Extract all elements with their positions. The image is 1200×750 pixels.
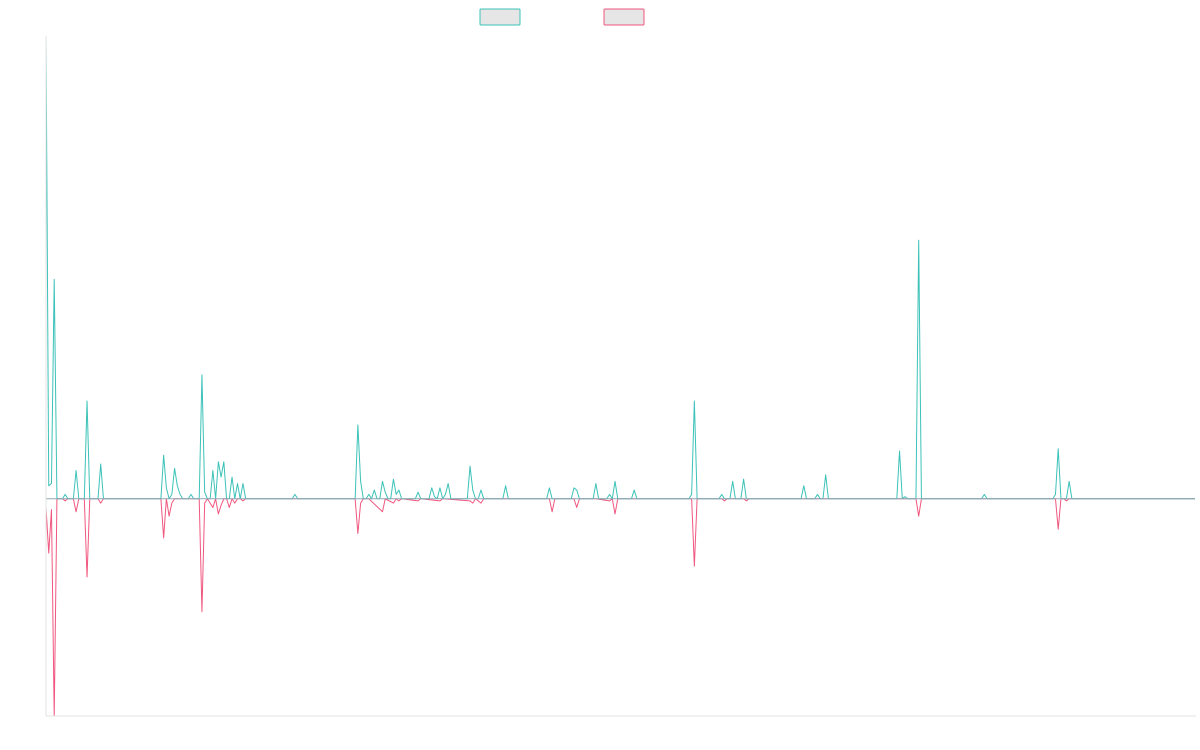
legend-swatch-series-a[interactable] [479, 8, 521, 26]
series-line-b [45, 498, 1195, 717]
series-layer [45, 35, 1195, 717]
legend-swatch-series-b[interactable] [603, 8, 645, 26]
series-line-a [45, 35, 1195, 500]
axes [45, 36, 1196, 717]
legend[interactable] [479, 8, 645, 26]
